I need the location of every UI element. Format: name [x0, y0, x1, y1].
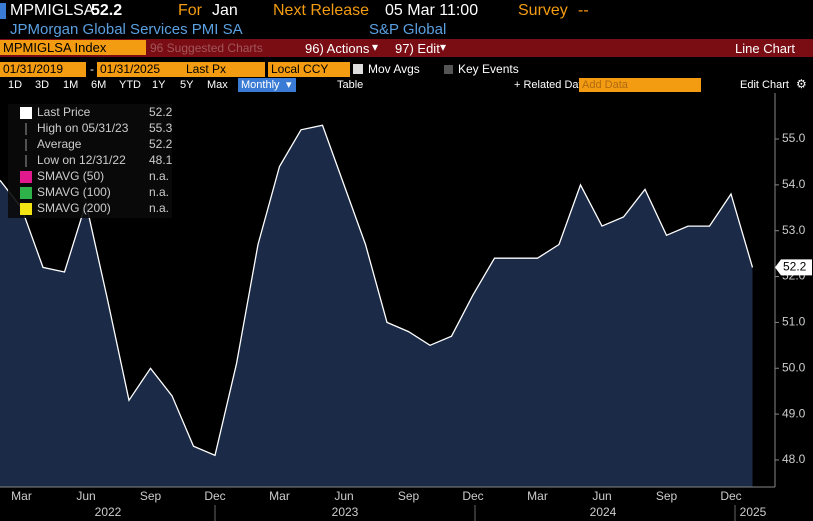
last-value-label: 52.2 [783, 260, 807, 274]
settings-icon[interactable]: ⚙ [796, 77, 807, 91]
legend-value: 55.3 [149, 121, 173, 135]
legend-label: SMAVG (200) [37, 201, 111, 215]
field[interactable]: Last Px [183, 62, 265, 77]
period[interactable]: Max [207, 79, 228, 91]
x-tick-label: Sep [140, 489, 162, 503]
legend-label: SMAVG (50) [37, 169, 104, 183]
year-label: 2023 [332, 505, 359, 519]
year-label: 2024 [590, 505, 617, 519]
menu-bar [0, 39, 813, 57]
next-value: 05 Mar 11:00 [385, 2, 479, 19]
x-tick-label: Mar [11, 489, 32, 503]
related[interactable]: + Related Dat [514, 79, 582, 91]
arrow: ▾ [440, 40, 447, 54]
checkbox[interactable] [353, 64, 363, 74]
period[interactable]: YTD [119, 79, 141, 91]
security-input[interactable]: MPMIGLSA Index [0, 40, 146, 55]
year-label: 2025 [740, 505, 767, 519]
key-events[interactable]: Key Events [458, 62, 519, 76]
edit-chart[interactable]: Edit Chart [740, 79, 789, 91]
x-tick-label: Dec [462, 489, 483, 503]
period[interactable]: 5Y [180, 79, 194, 91]
table[interactable]: Table [337, 79, 364, 91]
x-tick-label: Jun [76, 489, 95, 503]
legend-swatch [20, 171, 32, 183]
legend-value: 48.1 [149, 153, 173, 167]
y-tick-label: 50.0 [782, 360, 806, 374]
currency[interactable]: Local CCY [268, 62, 350, 77]
mov-avgs[interactable]: Mov Avgs [368, 62, 420, 76]
date-sep: - [90, 62, 94, 76]
line [0, 124, 754, 457]
edit[interactable]: 97) Edit [395, 41, 440, 56]
frequency[interactable]: Monthly [241, 79, 280, 91]
frequency-bg [238, 78, 296, 92]
y-tick-label: 49.0 [782, 406, 806, 420]
ticker: MPMIGLSA [10, 2, 95, 19]
x-tick-label: Mar [527, 489, 548, 503]
end-date[interactable]: 01/31/2025 [97, 62, 183, 77]
marker [0, 3, 6, 19]
source: S&P Global [369, 21, 447, 38]
legend-swatch [20, 107, 32, 119]
chart: 2022 2023 2024 2025 Last Price 52.2 High o… [0, 93, 812, 521]
y-tick-label: 54.0 [782, 177, 806, 191]
x-tick-label: Jun [592, 489, 611, 503]
actions[interactable]: 96) Actions [305, 41, 370, 56]
for-value: Jan [212, 2, 238, 19]
legend-swatch [20, 203, 32, 215]
for-label: For [178, 2, 202, 19]
last: 52.2 [91, 2, 123, 19]
period[interactable]: 3D [35, 79, 50, 91]
area [0, 125, 753, 488]
legend: Last Price 52.2 High on 05/31/23 55.3 Averag… [20, 105, 173, 215]
legend-label: Low on 12/31/22 [37, 153, 126, 167]
legend-value: 52.2 [149, 137, 173, 151]
start-date[interactable]: 01/31/2019 [0, 62, 86, 77]
arrow: ▾ [286, 79, 292, 91]
next-label: Next Release [273, 2, 370, 19]
arrow: ▾ [372, 40, 379, 54]
period[interactable]: 1M [63, 79, 79, 91]
checkbox[interactable] [444, 65, 453, 74]
survey-value: -- [578, 2, 589, 19]
x-tick-label: Sep [398, 489, 420, 503]
y-tick-label: 48.0 [782, 452, 806, 466]
y-tick-label: 53.0 [782, 223, 806, 237]
y-tick-label: 55.0 [782, 131, 806, 145]
x-tick-label: Dec [204, 489, 225, 503]
x-tick-label: Jun [334, 489, 353, 503]
legend-value: n.a. [149, 201, 169, 215]
period[interactable]: 1Y [152, 79, 166, 91]
year-label: 2022 [95, 505, 122, 519]
suggested[interactable]: 96 Suggested Charts [150, 41, 263, 55]
security-name: JPMorgan Global Services PMI SA [10, 21, 243, 38]
legend-value: n.a. [149, 169, 169, 183]
legend-swatch [20, 187, 32, 199]
x-tick-label: Mar [269, 489, 290, 503]
legend-box [8, 104, 172, 218]
legend-value: 52.2 [149, 105, 173, 119]
y-tick-label: 51.0 [782, 315, 806, 329]
legend-label: High on 05/31/23 [37, 121, 129, 135]
survey-label: Survey [518, 2, 568, 19]
period[interactable]: 6M [91, 79, 107, 91]
add-data[interactable]: Add Data [579, 78, 701, 92]
period[interactable]: 1D [8, 79, 23, 91]
x-tick-label: Dec [720, 489, 741, 503]
x-tick-label: Sep [656, 489, 678, 503]
chart-type: Line Chart [735, 41, 795, 56]
legend-label: Average [37, 137, 82, 151]
legend-label: Last Price [37, 105, 91, 119]
last-value-tag [775, 259, 812, 276]
legend-label: SMAVG (100) [37, 185, 111, 199]
legend-value: n.a. [149, 185, 169, 199]
plot [0, 124, 754, 488]
